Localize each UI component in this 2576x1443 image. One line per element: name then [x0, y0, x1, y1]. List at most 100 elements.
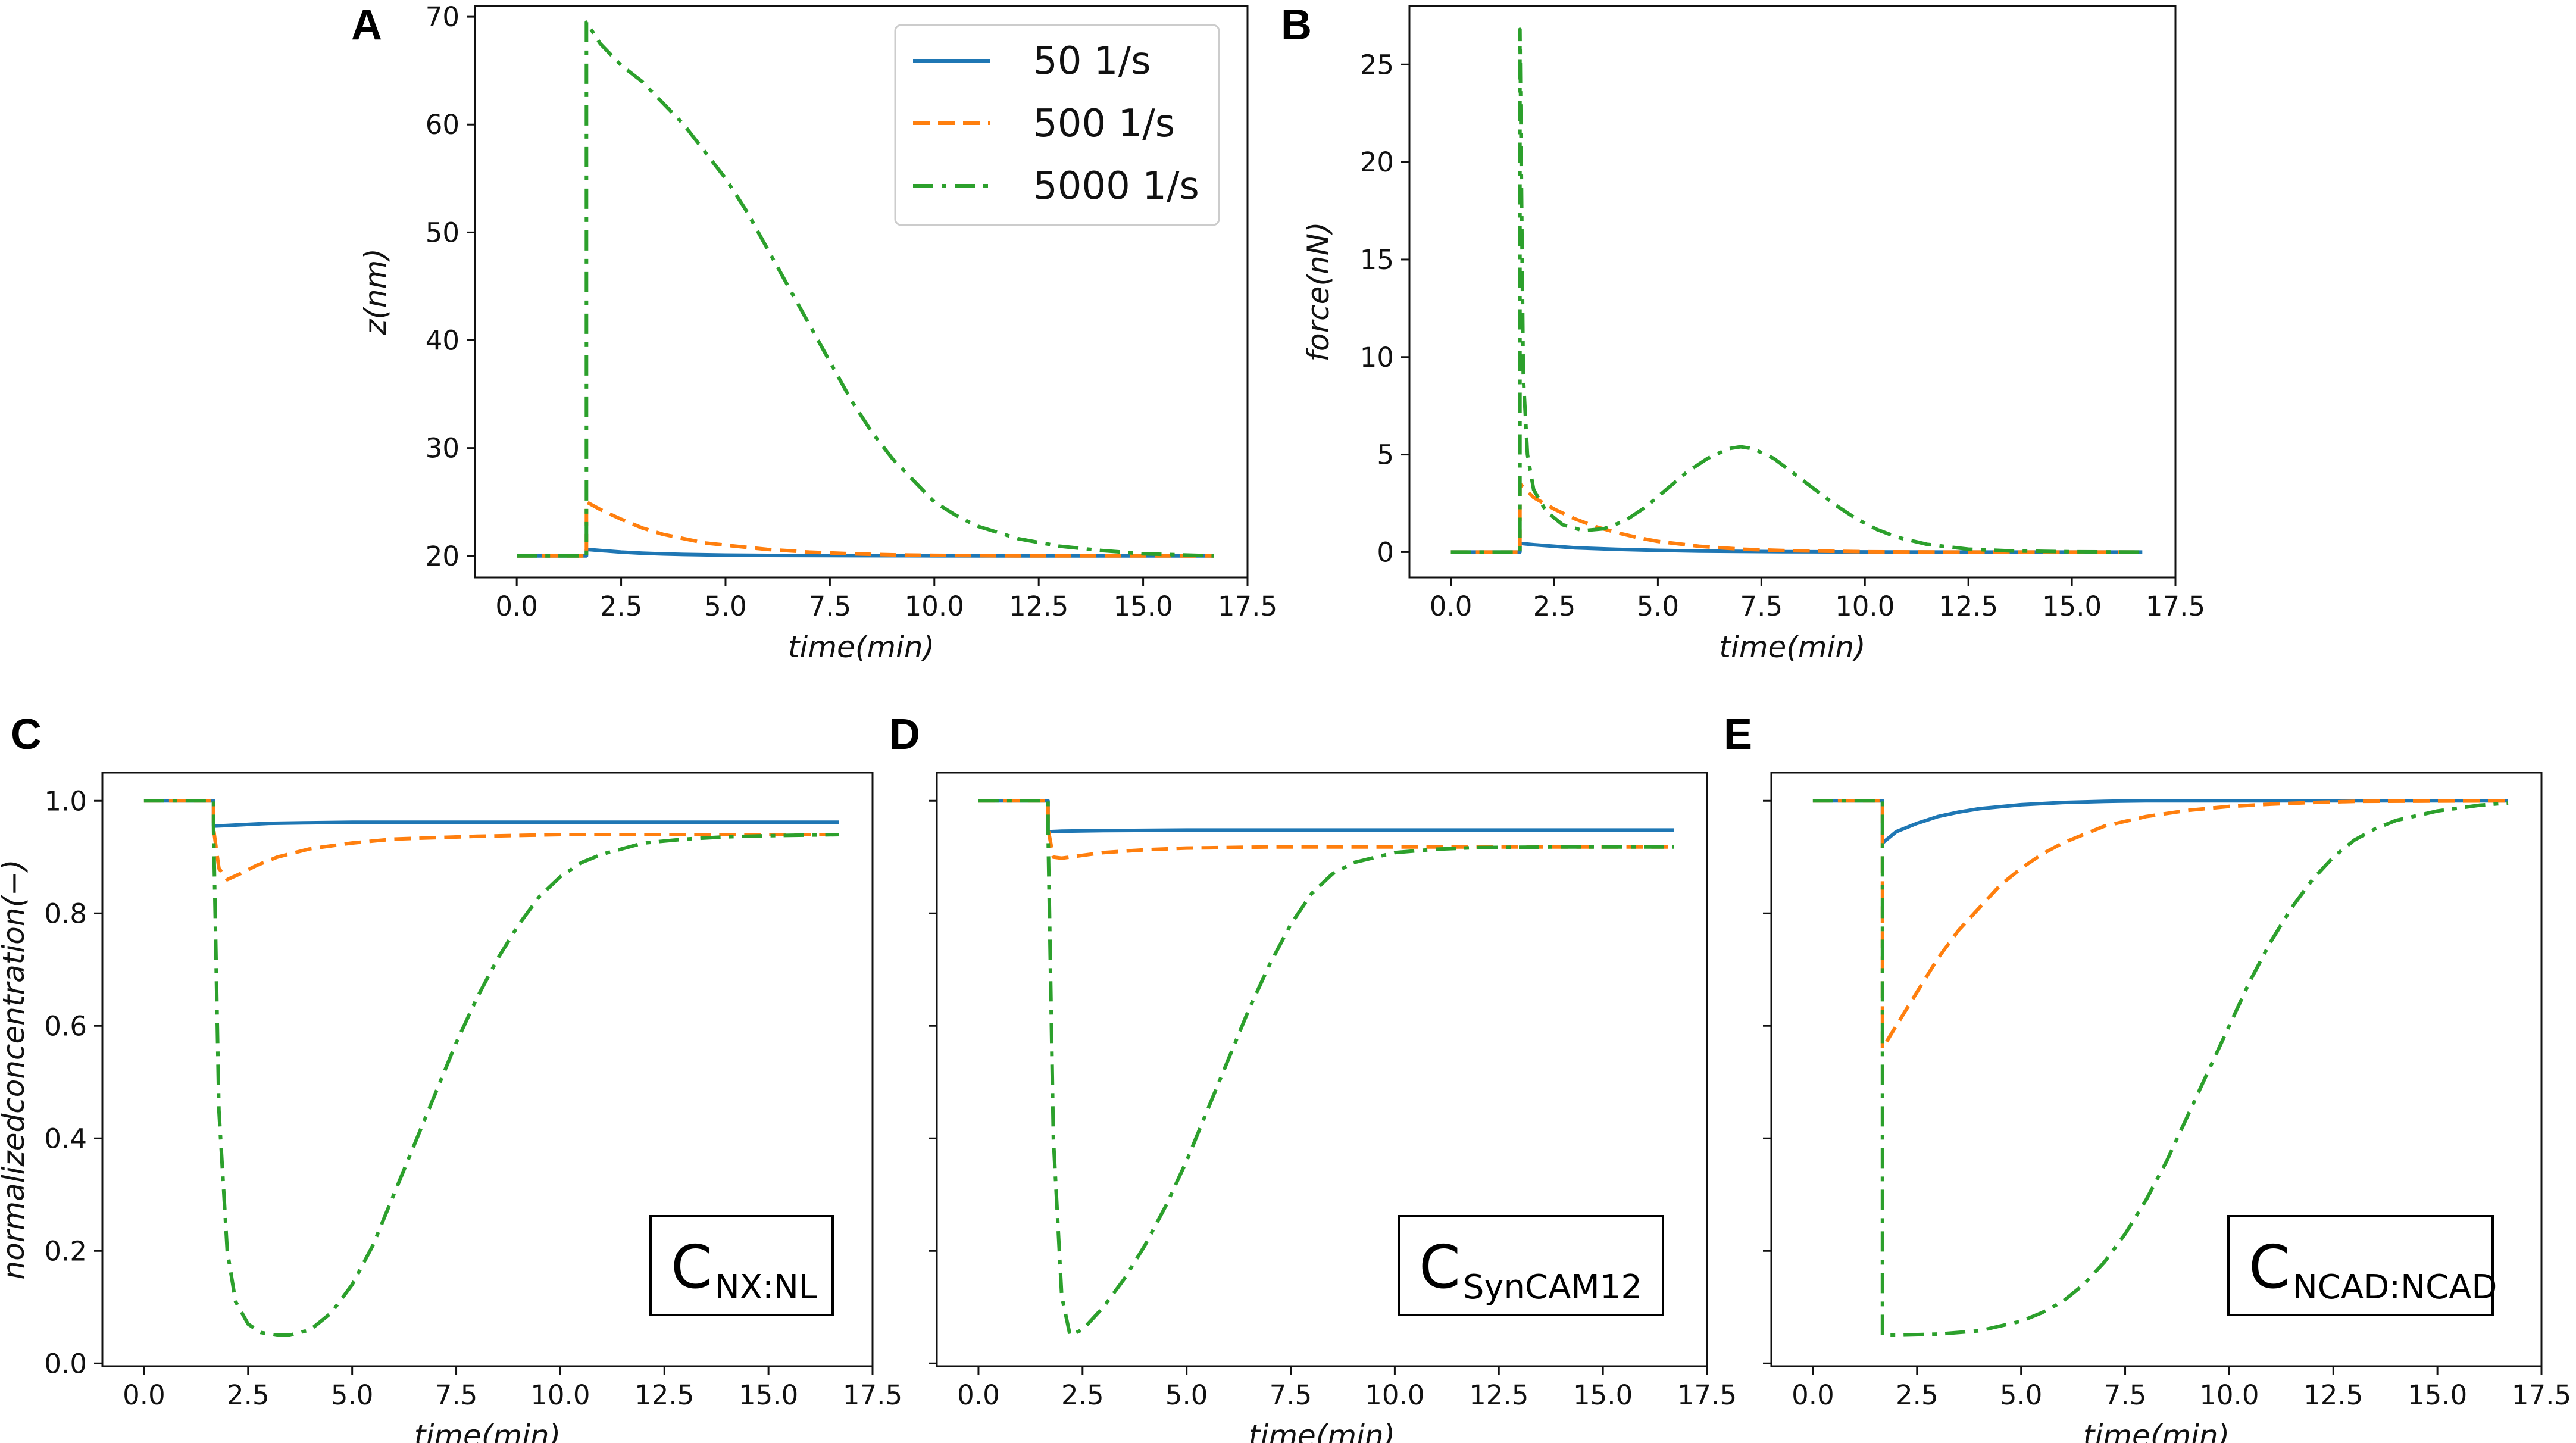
plot-frame [101, 772, 874, 1367]
panel-c: 0.0 2.5 5.0 7.5 10.0 12.5 15.0 17.5 0.0 0.2 0.4 0.6… [0, 711, 902, 1443]
x-axis-label: time(min) [414, 1419, 561, 1443]
legend: 50 1/s 500 1/s 5000 1/s [894, 24, 1220, 226]
x-tick-label: 7.5 [2104, 1379, 2147, 1411]
x-tick-label: 5.0 [2000, 1379, 2043, 1411]
x-tick-label: 0.0 [495, 591, 538, 622]
annotation-box: CNCAD:NCAD [2227, 1215, 2497, 1316]
x-axis-label: time(min) [2083, 1419, 2230, 1443]
annotation-box: CNX:NL [649, 1215, 834, 1316]
x-tick-label: 10.0 [2199, 1379, 2259, 1411]
x-tick-label: 0.0 [957, 1379, 1000, 1411]
series-line-d-1 [978, 799, 1674, 834]
x-tick-label: 2.5 [1896, 1379, 1939, 1411]
series-line-e-3 [1812, 799, 2509, 1337]
series-line-b-3 [1450, 27, 2143, 554]
x-tick-label: 5.0 [1637, 591, 1680, 622]
x-tick-label: 5.0 [704, 591, 747, 622]
x-tick-label: 15.0 [739, 1379, 798, 1411]
legend-label: 500 1/s [1033, 102, 1175, 146]
x-tick-label: 17.5 [1677, 1379, 1737, 1411]
panel-letter: B [1281, 1, 1312, 49]
series-line-c-2 [143, 799, 839, 882]
x-tick-label: 10.0 [1365, 1379, 1424, 1411]
y-tick-label: 0.4 [44, 1123, 87, 1154]
plot-frame [1408, 5, 2177, 579]
x-tick-label: 15.0 [2408, 1379, 2467, 1411]
x-tick-label: 2.5 [227, 1379, 270, 1411]
y-tick-label: 0.2 [44, 1235, 87, 1267]
x-tick-label: 2.5 [600, 591, 643, 622]
y-tick-label: 0 [1377, 536, 1394, 568]
y-tick-label: 70 [426, 1, 459, 33]
y-tick-label: 20 [426, 541, 459, 572]
x-tick-label: 15.0 [2042, 591, 2102, 622]
x-tick-label: 5.0 [1165, 1379, 1208, 1411]
series-line-a-2 [517, 500, 1214, 558]
y-tick-label: 10 [1360, 342, 1394, 373]
x-tick-label: 0.0 [1430, 591, 1473, 622]
x-tick-label: 17.5 [2512, 1379, 2571, 1411]
panel-letter: A [351, 1, 382, 49]
y-tick-label: 25 [1360, 49, 1394, 80]
panel-letter: E [1724, 711, 1752, 758]
x-tick-label: 10.0 [530, 1379, 590, 1411]
x-tick-label: 0.0 [1792, 1379, 1834, 1411]
x-tick-label: 15.0 [1113, 591, 1173, 622]
y-tick-label: 15 [1360, 244, 1394, 276]
x-tick-label: 7.5 [435, 1379, 478, 1411]
panel-letter: D [889, 711, 920, 758]
series-line-c-1 [143, 799, 839, 828]
x-tick-label: 0.0 [123, 1379, 165, 1411]
y-tick-label: 0.8 [44, 898, 87, 929]
annotation-box: CSynCAM12 [1398, 1215, 1664, 1316]
y-tick-label: 60 [426, 109, 459, 140]
series-line-b-2 [1450, 482, 2143, 554]
y-tick-label: 0.0 [44, 1348, 87, 1379]
x-tick-label: 17.5 [1218, 591, 1277, 622]
series-line-e-1 [1812, 799, 2508, 845]
x-tick-label: 2.5 [1533, 591, 1576, 622]
x-tick-label: 12.5 [1009, 591, 1068, 622]
y-tick-label: 30 [426, 433, 459, 464]
y-tick-label: 20 [1360, 146, 1394, 178]
x-tick-label: 12.5 [1939, 591, 1998, 622]
y-tick-label: 40 [426, 325, 459, 357]
panel-e: 0.0 2.5 5.0 7.5 10.0 12.5 15.0 17.5 time(min) E CN… [1724, 711, 2571, 1443]
series-line-d-2 [978, 799, 1674, 860]
series-line-e-2 [1812, 799, 2509, 1051]
series-line-d-3 [978, 799, 1674, 1337]
y-axis-label: z(nm) [358, 248, 393, 336]
x-tick-label: 10.0 [905, 591, 964, 622]
panel-letter: C [11, 711, 42, 758]
panel-d: 0.0 2.5 5.0 7.5 10.0 12.5 15.0 17.5 time(min) D CS… [889, 711, 1737, 1443]
y-tick-label: 5 [1377, 439, 1394, 471]
panel-b: 0.0 2.5 5.0 7.5 10.0 12.5 15.0 17.5 0 5 10 15 20 25 ti… [1281, 1, 2205, 664]
series-line-a-3 [517, 20, 1214, 558]
x-tick-label: 7.5 [1270, 1379, 1312, 1411]
x-tick-label: 15.0 [1573, 1379, 1633, 1411]
x-tick-label: 12.5 [634, 1379, 694, 1411]
x-axis-label: time(min) [788, 630, 934, 664]
series-line-c-3 [143, 799, 840, 1337]
x-axis-label: time(min) [1719, 630, 1865, 664]
y-tick-label: 1.0 [44, 785, 87, 817]
plot-frame [1770, 772, 2543, 1367]
legend-label: 5000 1/s [1033, 164, 1199, 208]
x-tick-label: 17.5 [2146, 591, 2205, 622]
x-tick-label: 7.5 [809, 591, 852, 622]
x-tick-label: 12.5 [1469, 1379, 1528, 1411]
x-tick-label: 17.5 [843, 1379, 902, 1411]
panel-a: 0.0 2.5 5.0 7.5 10.0 12.5 15.0 17.5 20 30 40 50 60 70… [351, 1, 1277, 664]
y-axis-label: normalizedconcentration(−) [0, 860, 31, 1280]
x-tick-label: 10.0 [1835, 591, 1895, 622]
legend-label: 50 1/s [1033, 39, 1151, 83]
x-tick-label: 7.5 [1740, 591, 1783, 622]
x-tick-label: 5.0 [331, 1379, 374, 1411]
plot-frame [936, 772, 1708, 1367]
plot-frame [474, 5, 1249, 579]
y-axis-label: force(nN) [1301, 221, 1336, 361]
y-tick-label: 0.6 [44, 1010, 87, 1042]
x-tick-label: 12.5 [2303, 1379, 2363, 1411]
x-axis-label: time(min) [1249, 1419, 1395, 1443]
